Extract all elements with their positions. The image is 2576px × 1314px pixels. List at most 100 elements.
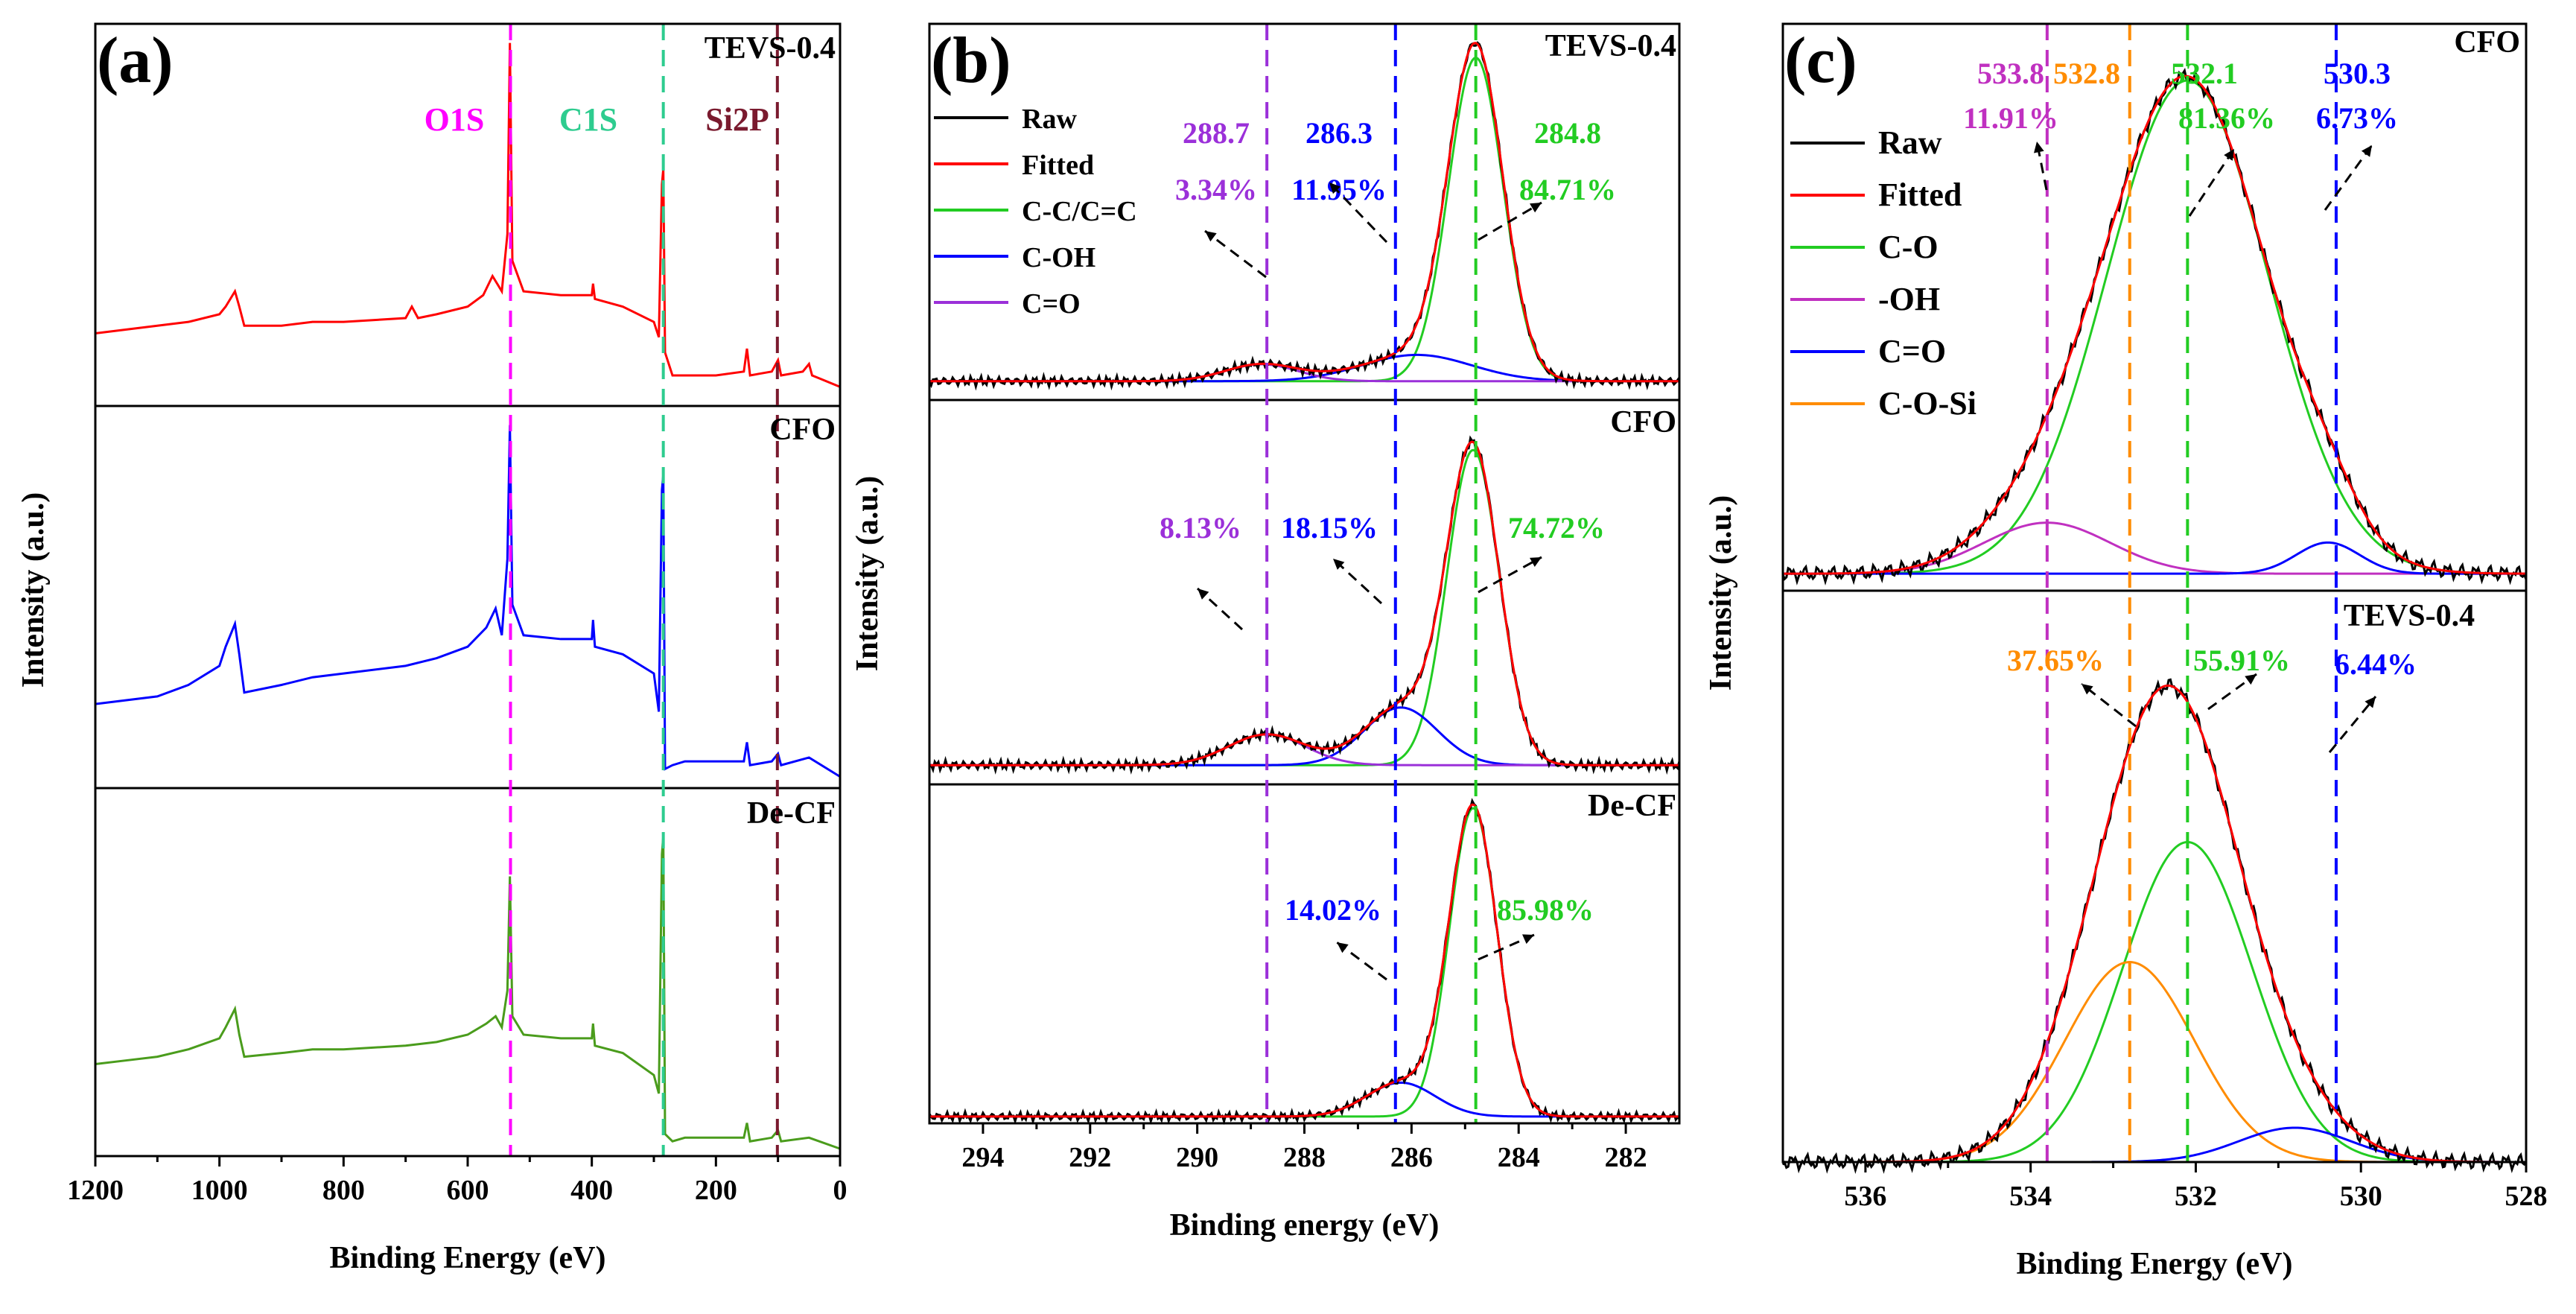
survey-spectrum-De-CF [95, 836, 841, 1150]
annotation-value: 3.34% [1175, 173, 1257, 206]
sample-name: De-CF [747, 796, 836, 831]
annotation-value: 530.3 [2324, 57, 2391, 90]
fitted-curve [929, 803, 1679, 1118]
component-curve-C=O [929, 733, 1679, 766]
legend-label: C-O-Si [1878, 385, 1976, 422]
x-tick-label: 530 [2340, 1181, 2382, 1212]
plot-frame [94, 22, 842, 1158]
annotation-arrow [1332, 557, 1383, 605]
annotation-value: 532.8 [2053, 57, 2120, 90]
annotation-arrow [1196, 587, 1244, 631]
x-tick-label: 286 [1390, 1142, 1433, 1173]
x-tick-label: 536 [1844, 1181, 1886, 1212]
annotation-value: 11.91% [1963, 101, 2058, 135]
legend-label: Fitted [1022, 150, 1094, 181]
legend-label: Raw [1022, 104, 1077, 135]
annotation-arrowhead [2082, 684, 2093, 695]
x-tick-label: 288 [1283, 1142, 1326, 1173]
x-tick-label: 1200 [67, 1175, 124, 1206]
x-tick-label: 1000 [191, 1175, 248, 1206]
x-tick-label: 532 [2175, 1181, 2217, 1212]
fitted-curve [1783, 74, 2527, 575]
x-axis-label: Binding Energy (eV) [2016, 1247, 2292, 1281]
component-curve-C-O-Si [1783, 961, 2526, 1164]
panel-label: (b) [931, 25, 1011, 97]
annotation-arrowhead [1337, 942, 1349, 953]
legend-label: C=O [1022, 288, 1081, 320]
annotation-arrowhead [2364, 696, 2376, 708]
component-curve-C-OH [929, 1081, 1679, 1118]
annotation-arrow [1204, 229, 1267, 279]
plot-frame [1781, 22, 2528, 1164]
annotation-value: 286.3 [1306, 116, 1373, 150]
annotation-arrow [2188, 148, 2236, 217]
annotation-value: 6.73% [2316, 101, 2398, 135]
annotation-arrowhead [2361, 145, 2372, 157]
component-curve-C=O [1783, 541, 2526, 575]
annotation-value: 81.36% [2178, 101, 2275, 135]
fitted-curve [929, 440, 1679, 766]
annotation-arrowhead [1530, 557, 1542, 568]
component-curve-C-O [1783, 840, 2526, 1164]
y-axis-label: Intensity (a.u.) [850, 476, 885, 672]
legend-label: Fitted [1878, 177, 1962, 213]
x-tick-label: 284 [1498, 1142, 1540, 1173]
x-tick-label: 600 [447, 1175, 489, 1206]
annotation-value: 532.1 [2171, 57, 2238, 90]
x-tick-label: 294 [961, 1142, 1004, 1173]
component-curve-C-C/C=C [929, 807, 1679, 1118]
x-tick-label: 200 [695, 1175, 737, 1206]
sample-name: CFO [769, 413, 836, 447]
legend-label: C-OH [1022, 242, 1095, 273]
sample-name: CFO [1610, 405, 1676, 439]
peak-label: Si2P [705, 101, 769, 138]
annotation-value: 284.8 [1534, 116, 1601, 150]
annotation-arrow [2324, 145, 2373, 211]
x-tick-label: 290 [1176, 1142, 1218, 1173]
annotation-arrow [2328, 696, 2377, 753]
annotation-value: 6.44% [2335, 647, 2417, 681]
peak-label: O1S [424, 101, 485, 138]
annotation-arrowhead [1329, 182, 1341, 194]
legend-label: C-C/C=C [1022, 196, 1137, 227]
annotation-arrow [1478, 933, 1535, 961]
annotation-arrowhead [1205, 231, 1217, 242]
annotation-arrow [1478, 556, 1542, 594]
legend-label: C-O [1878, 229, 1939, 265]
annotation-arrow [2081, 682, 2137, 728]
y-axis-label: Intensity (a.u.) [1704, 495, 1738, 691]
x-tick-label: 282 [1605, 1142, 1647, 1173]
annotation-arrowhead [2245, 674, 2257, 685]
annotation-value: 55.91% [2193, 644, 2290, 677]
y-axis-label: Intensity (a.u.) [16, 492, 51, 688]
raw-curve [1781, 678, 2527, 1175]
annotation-value: 11.95% [1291, 173, 1387, 206]
annotation-value: 533.8 [1977, 57, 2044, 90]
annotation-arrowhead [2224, 149, 2234, 161]
raw-curve [928, 798, 1680, 1126]
x-tick-label: 400 [570, 1175, 613, 1206]
sample-name: TEVS-0.4 [705, 31, 836, 66]
annotation-arrowhead [1522, 934, 1534, 945]
component-curve-C-C/C=C [929, 448, 1679, 766]
x-tick-label: 292 [1069, 1142, 1111, 1173]
annotation-value: 74.72% [1508, 511, 1605, 545]
raw-curve [929, 435, 1681, 775]
sample-name: De-CF [1588, 789, 1676, 823]
annotation-value: 288.7 [1183, 116, 1250, 150]
peak-label: C1S [559, 101, 617, 138]
component-curve-C-OH [929, 706, 1679, 766]
panel-label: (c) [1784, 25, 1857, 97]
annotation-arrow [1328, 181, 1388, 244]
x-tick-label: 800 [322, 1175, 365, 1206]
sample-name: CFO [2454, 25, 2520, 60]
annotation-value: 84.71% [1519, 173, 1616, 206]
fitted-curve [929, 42, 1679, 383]
annotation-arrowhead [1333, 559, 1345, 570]
annotation-value: 14.02% [1285, 893, 1381, 927]
annotation-arrow [1478, 201, 1542, 241]
fitted-curve [1783, 684, 2526, 1164]
annotation-arrowhead [1530, 203, 1542, 213]
annotation-arrowhead [1198, 588, 1209, 600]
